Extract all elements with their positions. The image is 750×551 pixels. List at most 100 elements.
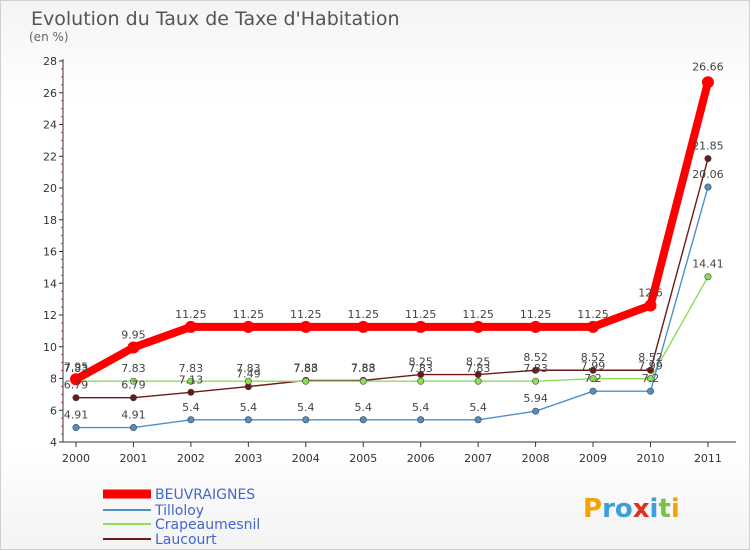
data-point: [72, 424, 80, 432]
data-label: 7.2: [584, 372, 602, 385]
x-tick-label: 2011: [694, 452, 722, 465]
chart-title: Evolution du Taux de Taxe d'Habitation: [31, 8, 400, 30]
data-label: 8.52: [581, 351, 606, 364]
data-point: [587, 320, 600, 333]
logo-text: Proxiti: [583, 494, 680, 524]
x-tick-label: 2008: [522, 452, 550, 465]
data-label: 11.25: [348, 308, 380, 321]
data-label: 7.83: [466, 362, 491, 375]
data-label: 9.95: [121, 329, 146, 342]
y-tick-label: 16: [43, 246, 57, 259]
data-point: [589, 366, 597, 374]
data-label: 11.25: [577, 308, 609, 321]
data-point: [70, 373, 82, 386]
x-tick-label: 2009: [579, 452, 607, 465]
data-label: 7.2: [642, 372, 660, 385]
data-point: [302, 377, 310, 385]
data-label: 7.83: [351, 362, 376, 375]
data-point: [704, 183, 712, 191]
x-tick-label: 2004: [292, 452, 320, 465]
data-point: [646, 387, 654, 395]
data-point: [589, 375, 597, 383]
x-tick-label: 2000: [62, 452, 90, 465]
data-point: [532, 407, 540, 415]
data-label: 11.25: [290, 308, 322, 321]
data-point: [359, 377, 367, 385]
data-label: 5.4: [469, 401, 487, 414]
y-tick-label: 26: [43, 87, 57, 100]
data-point: [474, 377, 482, 385]
y-tick-label: 14: [43, 277, 57, 290]
legend-label: BEUVRAIGNES: [155, 487, 255, 503]
data-point: [589, 387, 597, 395]
x-tick-label: 2010: [637, 452, 665, 465]
data-label: 7.13: [179, 373, 204, 386]
data-label: 11.25: [405, 308, 437, 321]
x-tick-label: 2006: [407, 452, 435, 465]
data-point: [644, 299, 657, 312]
axes: 4 6 8 10 12 14 16 18 20 22 24 26 28 2000 2001 2002 2003 2…: [43, 55, 736, 465]
chart-subtitle: (en %): [29, 30, 69, 44]
data-point: [184, 320, 197, 333]
data-point: [244, 377, 252, 385]
y-tick-label: 24: [43, 119, 57, 132]
x-tick-label: 2007: [464, 452, 492, 465]
data-label: 4.91: [121, 409, 146, 422]
data-label: 7.83: [408, 362, 433, 375]
series-line-crapeaumesnil: [76, 276, 709, 382]
data-label: 6.79: [121, 379, 146, 392]
x-tick-label: 2005: [349, 452, 377, 465]
data-label: 8.52: [523, 351, 548, 364]
data-label: 20.06: [692, 168, 724, 181]
data-point: [187, 377, 195, 385]
data-point: [129, 394, 137, 402]
data-label: 8.25: [408, 356, 433, 369]
data-label: 7.88: [351, 361, 376, 374]
data-label: 7.83: [236, 362, 261, 375]
data-label: 7.88: [294, 361, 319, 374]
data-point: [529, 320, 542, 333]
x-tick-label: 2002: [177, 452, 205, 465]
series-line-beuvraignes: [74, 81, 712, 383]
data-label: 7.83: [523, 362, 548, 375]
data-point: [129, 424, 137, 432]
series-lines: [70, 76, 714, 432]
data-point: [359, 416, 367, 424]
data-point: [414, 320, 427, 333]
data-point: [417, 377, 425, 385]
data-label: 4.91: [64, 409, 89, 422]
data-label: 7.95: [64, 360, 89, 373]
y-tick-label: 6: [50, 404, 57, 417]
series-line-laucourt: [76, 158, 709, 399]
data-label: 21.85: [692, 140, 724, 153]
data-label: 11.25: [233, 308, 265, 321]
data-label: 7.83: [179, 362, 204, 375]
data-point: [704, 155, 712, 163]
data-label: 7.83: [294, 362, 319, 375]
data-label: 8.52: [638, 351, 663, 364]
y-tick-label: 12: [43, 309, 57, 322]
data-label: 6.79: [64, 379, 89, 392]
data-point: [417, 416, 425, 424]
data-point: [357, 320, 370, 333]
data-point: [532, 377, 540, 385]
data-point: [187, 388, 195, 396]
data-label: 11.25: [462, 308, 494, 321]
proxiti-logo: Proxiti: [583, 494, 680, 524]
data-label: 5.4: [297, 401, 315, 414]
data-label: 11.25: [175, 308, 207, 321]
data-label: 7.99: [581, 360, 606, 373]
legend-label: Laucourt: [155, 532, 217, 548]
data-point: [242, 320, 255, 333]
y-tick-label: 8: [50, 373, 57, 386]
data-label: 5.4: [240, 401, 258, 414]
y-tick-label: 10: [43, 341, 57, 354]
data-label: 7.83: [121, 362, 146, 375]
data-label: 5.4: [355, 401, 373, 414]
data-point: [127, 341, 140, 354]
y-tick-label: 28: [43, 55, 57, 68]
data-label: 8.25: [466, 356, 491, 369]
data-point: [474, 416, 482, 424]
